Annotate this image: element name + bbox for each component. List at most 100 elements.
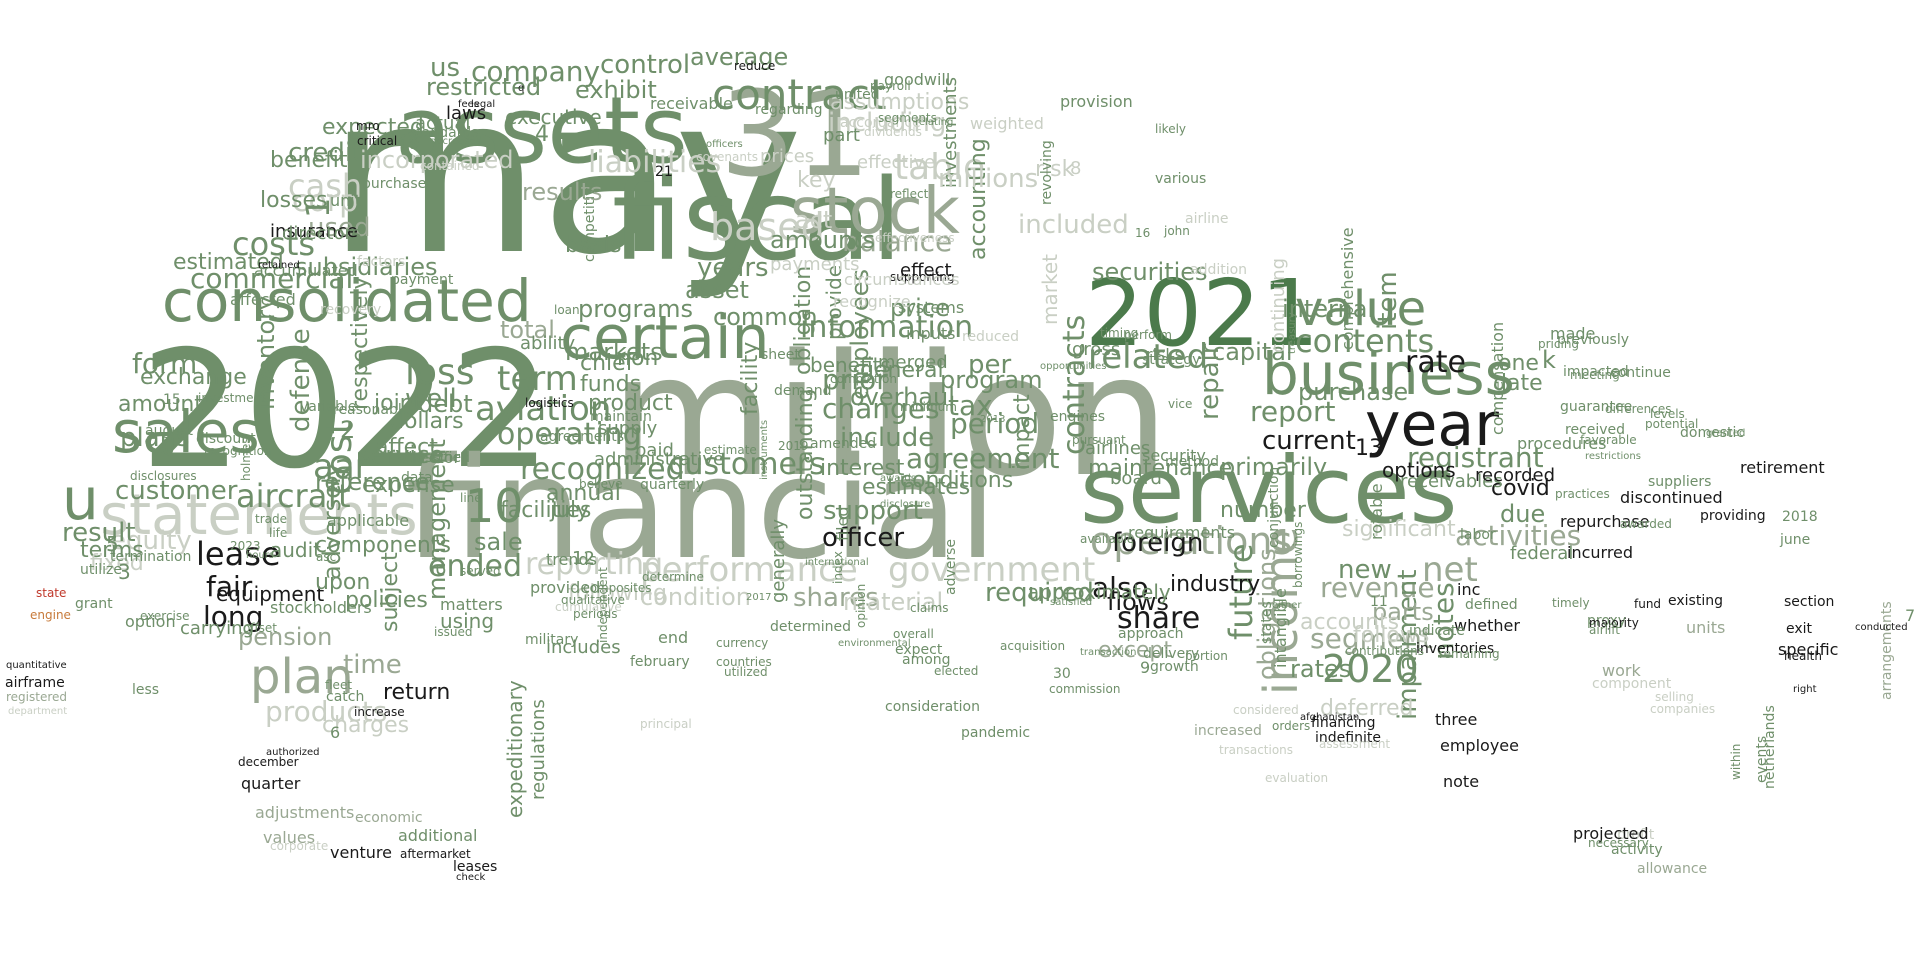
word-laws: laws [446,103,487,124]
word-transactions: transactions [1219,743,1294,757]
word-transaction: transaction [1080,647,1137,658]
word-chief: chief [580,351,634,376]
word-filed: filed [833,506,852,541]
word-expected: expected [322,115,424,140]
word-adjustments: adjustments [255,803,355,822]
word-opinion: opinion [854,583,868,628]
word-commercial: commercial [190,262,354,295]
word-3: 3 [118,560,131,584]
word-term: term [497,359,578,399]
word-reporting: reporting [525,547,664,582]
word-provided: provided [530,578,601,597]
word-incurred: incurred [1567,543,1634,562]
word-policies: policies [345,588,428,613]
word-form: form [132,347,198,380]
word-recognize: recognize [833,292,911,311]
word-granted: granted [1706,428,1746,439]
word-affected: affected [230,290,296,309]
word-loss: loss [405,352,475,393]
word-amended: amended [810,436,877,452]
word-consideration: consideration [885,699,980,715]
word-share: share [1117,601,1201,636]
word-time: time [343,650,402,680]
word-government: government [888,550,1096,590]
word-standards: standards [409,125,479,141]
word-prior: prior [822,363,888,396]
word-treasury: treasury [1287,312,1298,354]
word-suppliers: suppliers [1648,474,1712,490]
word-projected: projected [1573,824,1649,843]
word-administrative: administrative [594,449,725,470]
word-critical: critical [357,134,398,148]
word-includes: includes [546,637,621,658]
word-fair: fair [206,570,253,603]
word-logistics: logistics [525,396,574,410]
word-interest: interest [820,456,905,481]
word-price: price [890,294,950,322]
word-paid: paid [635,440,674,461]
word-cumulative: cumulative [555,600,622,614]
word-subject: subject [378,552,403,632]
word-less: less [132,682,160,698]
word-pricing: pricing [1538,337,1580,351]
word-corporate: corporate [270,839,329,853]
word-period: period [950,407,1040,440]
word-sheet: sheet [761,347,800,363]
word-adverse: adverse [943,538,959,595]
word-international: international [805,557,869,568]
word-demand: demand [774,383,832,399]
word-aar: aar [313,447,369,487]
word-awards: awards [880,473,916,484]
word-made: made [1550,324,1596,343]
word-additional: additional [398,826,478,845]
word-decreased: decreased [430,136,482,147]
word-financing: financing [1311,715,1376,731]
word-whether: whether [1454,616,1520,635]
word-new: new [1338,555,1392,585]
word-key: key [797,168,836,193]
word-years: years [697,253,769,283]
word-cash: cash [288,167,363,205]
word-gross: gross [1072,339,1121,360]
word-discount: discount [196,431,256,447]
word-expeditionary: expeditionary [503,680,527,818]
word-note: note [1443,772,1480,791]
word-employee: employee [1440,736,1519,755]
word-stockholders: stockholders [270,598,372,617]
word-favorable: favorable [1580,433,1637,447]
word-units: units [1686,618,1726,637]
word-activities: activities [1455,519,1582,552]
word-composites: composites [583,581,652,595]
word-program: program [940,366,1043,394]
word-fund: fund [1634,597,1662,611]
word-method: method [1165,454,1220,470]
word-control: control [600,50,691,80]
word-registered: registered [6,690,68,704]
word-opportunities: opportunities [1040,361,1107,372]
word-industry: industry [1170,572,1261,597]
word-june: june [1780,532,1811,548]
word-impact: impact [1010,394,1035,470]
word-effectiveness: effectiveness [875,231,955,245]
word-losses: losses [260,188,328,213]
word-covenants: covenants [696,150,758,164]
word-profit: profit [1617,827,1655,843]
word-disclosures: disclosures [130,469,197,483]
word-amounts: amounts [770,226,876,254]
word-domestic: domestic [1680,425,1745,441]
word-line: line [460,491,482,505]
word-financial: financial [405,428,997,591]
word-work: work [1602,661,1641,680]
word-engines: engines [1050,409,1106,425]
word-determine: determine [642,570,704,584]
word-principal: principal [640,717,692,731]
word-portion: portion [1185,649,1228,663]
word-contents: contents [1295,322,1435,360]
word-three: three [1435,710,1478,729]
word-agreement: agreement [906,442,1060,475]
word-reduced: reduced [962,329,1020,345]
word-federal: federal [1510,543,1574,564]
word-charges: charges [322,713,410,738]
word-included: included [1018,210,1129,240]
